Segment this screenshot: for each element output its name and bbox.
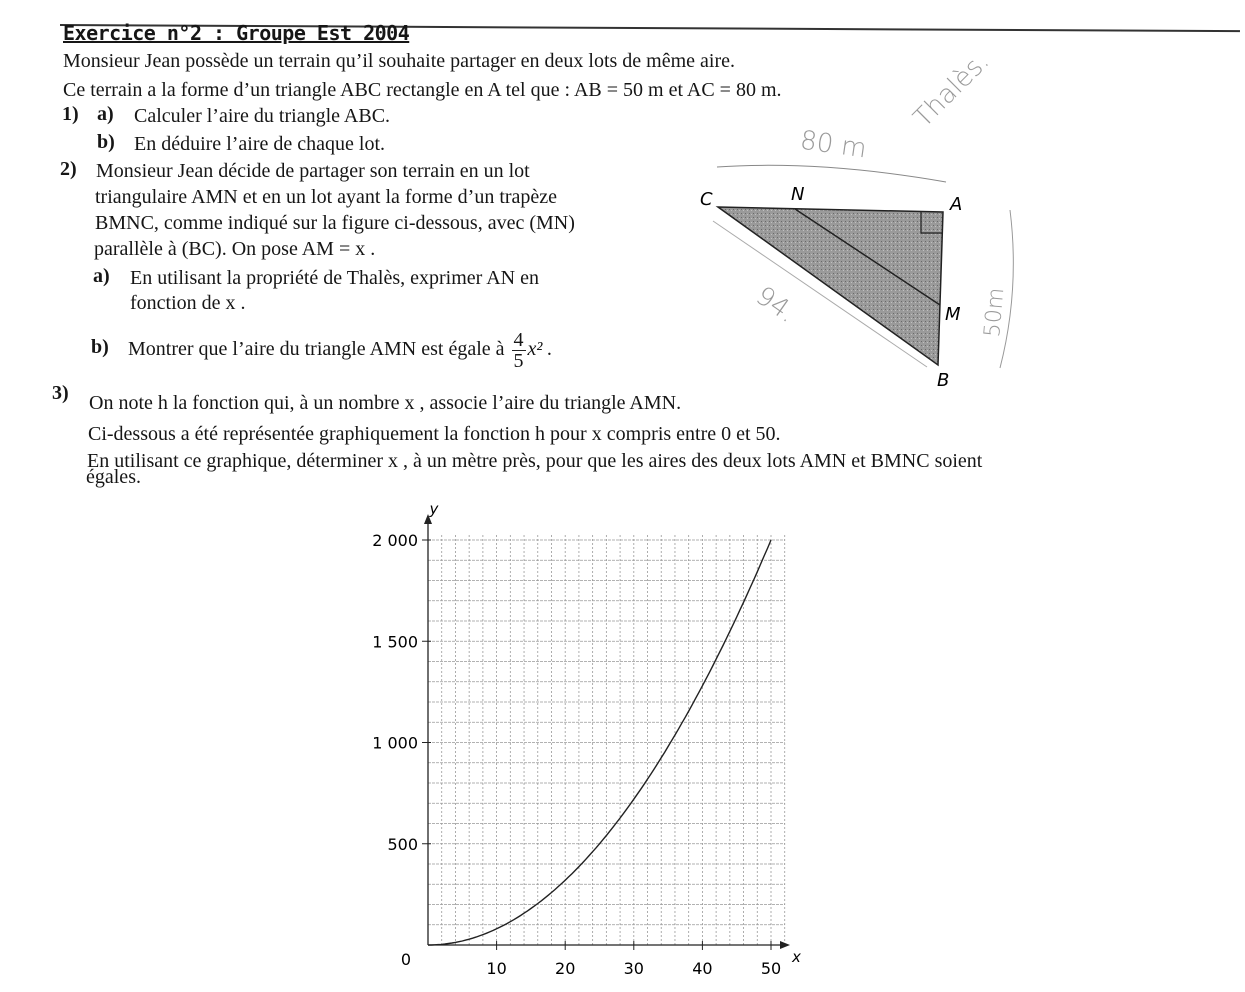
q2-line: BMNC, comme indiqué sur la figure ci-des…: [95, 212, 575, 234]
label-a: A: [949, 194, 962, 215]
q2-number: 2): [60, 158, 77, 180]
q3-line: En utilisant ce graphique, déterminer x …: [87, 450, 983, 472]
q2a-line: En utilisant la propriété de Thalès, exp…: [130, 267, 539, 289]
dimension-line-bc: [712, 220, 928, 368]
curve-h: [428, 539, 772, 946]
q1b-label: b): [97, 131, 115, 153]
q2-line: triangulaire AMN et en un lot ayant la f…: [95, 186, 558, 208]
dimension-line-ab: [999, 209, 1014, 369]
x-tick-label: 30: [624, 959, 644, 978]
y-tick-label: 1 000: [372, 734, 418, 753]
q3-number: 3): [52, 382, 69, 404]
q2b-text: Montrer que l’aire du triangle AMN est é…: [128, 330, 552, 371]
label-c: C: [700, 189, 713, 210]
y-axis-label: y: [429, 500, 440, 518]
y-tick-label: 500: [387, 835, 418, 854]
fraction-numerator: 4: [511, 329, 526, 351]
y-tick-label: 2 000: [372, 531, 418, 550]
label-n: N: [791, 184, 804, 205]
q3-line: On note h la fonction qui, à un nombre x…: [89, 392, 682, 414]
q1a-text: Calculer l’aire du triangle ABC.: [134, 105, 391, 127]
intro-line-1: Monsieur Jean possède un terrain qu’il s…: [63, 50, 736, 72]
label-m: M: [945, 304, 961, 325]
fraction-denominator: 5: [513, 350, 524, 372]
x-tick-label: 10: [486, 959, 506, 978]
q2b-label: b): [91, 336, 109, 358]
q1b-text: En déduire l’aire de chaque lot.: [134, 133, 385, 155]
q2a-label: a): [93, 265, 110, 287]
y-axis-arrow-icon: [424, 514, 432, 524]
q3-line: Ci-dessous a été représentée graphiqueme…: [88, 423, 781, 445]
q3-line: égales.: [86, 466, 141, 488]
right-angle-mark: [920, 212, 942, 234]
q1a-label: a): [97, 103, 114, 125]
x-tick-label: 20: [555, 959, 575, 978]
q2b-statement: Montrer que l’aire du triangle AMN est é…: [128, 338, 505, 361]
q2a-line: fonction de x .: [130, 292, 246, 314]
q1-number: 1): [62, 103, 79, 125]
exercise-title: Exercice n°2 : Groupe Est 2004: [63, 21, 410, 45]
y-tick-label: 1 500: [372, 632, 418, 651]
label-b: B: [937, 370, 949, 391]
grid: [428, 534, 786, 945]
q2b-expression: x² .: [527, 338, 553, 361]
triangle-abc: [715, 206, 944, 367]
intro-line-2: Ce terrain a la forme d’un triangle ABC …: [63, 79, 782, 101]
x-axis-label: x: [791, 948, 801, 966]
segment-mn: [794, 208, 941, 306]
origin-label: 0: [401, 950, 411, 969]
q2-line: parallèle à (BC). On pose AM = x .: [94, 238, 376, 260]
x-axis-arrow-icon: [780, 941, 790, 949]
q2-line: Monsieur Jean décide de partager son ter…: [96, 160, 530, 182]
x-tick-label: 40: [692, 959, 712, 978]
x-tick-label: 50: [761, 959, 781, 978]
dimension-line-ac: [716, 164, 947, 183]
